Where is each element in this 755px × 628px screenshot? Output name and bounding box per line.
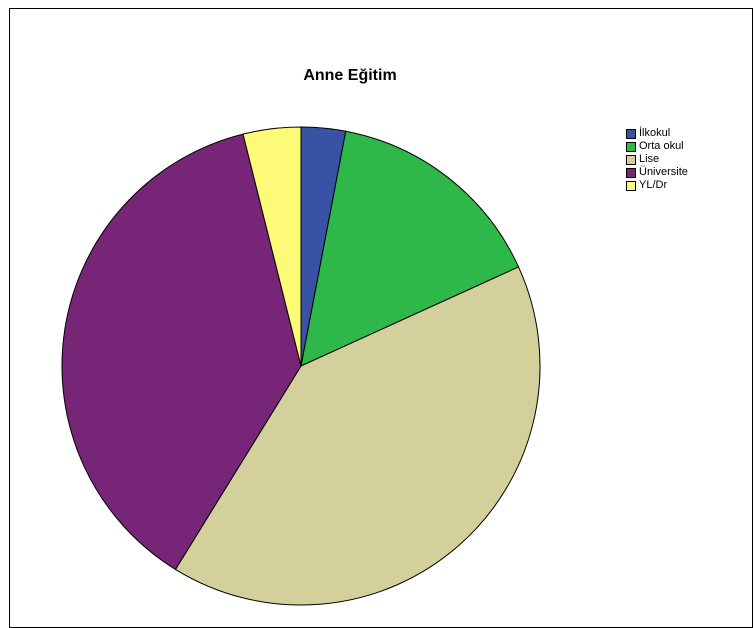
- legend-item: Üniversite: [626, 166, 688, 179]
- legend-item: İlkokul: [626, 127, 688, 140]
- pie-slice-5: [242, 126, 302, 367]
- legend-label: Üniversite: [639, 166, 688, 178]
- legend-swatch: [626, 154, 636, 165]
- legend-swatch: [626, 167, 636, 178]
- pie-slices: [61, 126, 541, 606]
- legend-swatch: [626, 180, 636, 191]
- legend-label: YL/Dr: [639, 179, 668, 191]
- pie-chart: [61, 126, 541, 606]
- legend-swatch: [626, 128, 636, 139]
- legend-swatch: [626, 141, 636, 152]
- legend: İlkokul Orta okul Lise Üniversite YL/Dr: [626, 127, 688, 192]
- legend-item: Orta okul: [626, 140, 688, 153]
- legend-item: Lise: [626, 153, 688, 166]
- legend-item: YL/Dr: [626, 179, 688, 192]
- legend-label: Orta okul: [639, 140, 684, 152]
- legend-label: Lise: [639, 153, 660, 165]
- pie-slice-2: [300, 130, 520, 367]
- chart-title: Anne Eğitim: [303, 67, 397, 84]
- pie-slice-3: [174, 266, 541, 606]
- legend-label: İlkokul: [639, 127, 671, 139]
- pie-slice-4: [61, 133, 302, 571]
